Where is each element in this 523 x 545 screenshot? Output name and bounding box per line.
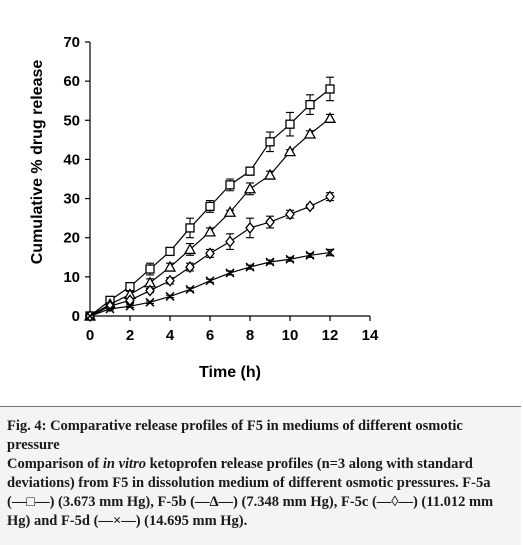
triangle-point	[243, 182, 257, 194]
cross-point	[125, 301, 135, 311]
figure-caption: Fig. 4: Comparative release profiles of …	[7, 417, 513, 531]
series-square	[85, 76, 335, 321]
caption-italic-term: in vitro	[102, 456, 146, 472]
diamond-point	[225, 235, 235, 248]
x-axis-title: Time (h)	[199, 364, 261, 381]
square-point	[185, 223, 195, 233]
triangle-point	[263, 168, 277, 180]
cross-point	[325, 248, 335, 258]
diamond-point	[325, 190, 335, 203]
diamond-point	[245, 221, 255, 234]
caption-text-start: Comparison of	[7, 456, 103, 472]
cross-point	[165, 291, 175, 301]
diamond-point	[205, 247, 215, 260]
caption-description: Comparison of in vitro ketoprofen releas…	[7, 455, 513, 531]
y-tick-label: 50	[63, 112, 80, 129]
x-tick-label: 12	[322, 327, 339, 344]
diamond-point	[165, 274, 175, 287]
square-point	[305, 99, 315, 110]
triangle-point	[223, 205, 237, 217]
x-tick-label: 4	[166, 327, 175, 344]
diamond-point	[305, 200, 315, 213]
square-point	[225, 180, 235, 190]
cross-point	[185, 284, 195, 294]
square-point	[265, 137, 275, 147]
square-point	[285, 119, 295, 129]
y-tick-label: 40	[63, 151, 80, 168]
chart-series-layer	[83, 76, 337, 323]
triangle-point	[303, 127, 317, 139]
cross-point	[305, 250, 315, 260]
diamond-point	[185, 261, 195, 274]
square-point	[325, 84, 335, 94]
square-point	[145, 264, 155, 274]
triangle-point	[323, 111, 337, 123]
y-tick-label: 20	[63, 230, 80, 247]
x-tick-label: 6	[206, 327, 214, 344]
diamond-point	[145, 284, 155, 297]
diamond-point	[285, 208, 295, 221]
series-triangle	[83, 111, 337, 321]
square-point	[245, 166, 255, 176]
triangle-point	[163, 260, 177, 272]
x-tick-label: 0	[86, 327, 94, 344]
cross-point	[145, 297, 155, 307]
y-tick-label: 30	[63, 191, 80, 208]
y-tick-label: 10	[63, 269, 80, 286]
x-tick-label: 10	[282, 327, 299, 344]
y-tick-label: 70	[63, 34, 80, 51]
x-tick-label: 8	[246, 327, 254, 344]
cross-point	[105, 304, 115, 314]
triangle-point	[183, 243, 197, 255]
release-profile-chart: 0 10 20 30 40 50 60 70 0 2 4 6 8 10 12 14 Time (h) Cumu…	[29, 34, 379, 381]
cross-point	[285, 254, 295, 264]
caption-text-rest: ketoprofen release profiles (n=3 along w…	[7, 456, 494, 529]
y-tick-label: 0	[72, 308, 80, 325]
cross-point	[245, 262, 255, 272]
cross-point	[205, 276, 215, 286]
square-point	[205, 201, 215, 212]
square-point	[165, 246, 175, 257]
caption-figure-title: Fig. 4: Comparative release profiles of …	[7, 418, 463, 453]
cross-point	[85, 311, 95, 321]
x-tick-label: 2	[126, 327, 134, 344]
diamond-point	[265, 216, 275, 229]
figure-caption-panel: Fig. 4: Comparative release profiles of …	[0, 406, 521, 545]
cross-point	[265, 257, 275, 267]
x-tick-label: 14	[362, 327, 379, 344]
triangle-point	[283, 145, 297, 157]
series-cross	[85, 248, 335, 321]
cross-point	[225, 268, 235, 278]
y-tick-label: 60	[63, 73, 80, 90]
y-axis-title: Cumulative % drug release	[29, 60, 46, 265]
triangle-point	[203, 225, 217, 237]
